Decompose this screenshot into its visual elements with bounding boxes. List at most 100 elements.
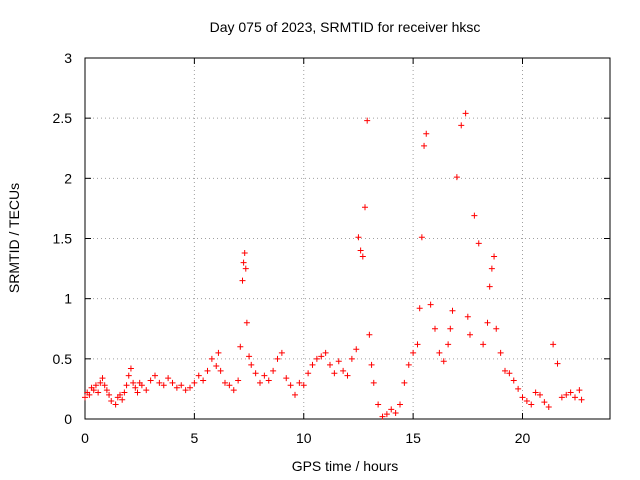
data-point xyxy=(436,349,443,356)
data-point xyxy=(182,387,189,394)
data-point xyxy=(243,319,250,326)
x-tick-label: 20 xyxy=(515,430,531,446)
data-point xyxy=(335,358,342,365)
data-point xyxy=(86,391,93,398)
data-point xyxy=(265,377,272,384)
data-point xyxy=(217,367,224,374)
x-tick-label: 10 xyxy=(296,430,312,446)
axis-ticks xyxy=(84,57,610,420)
data-point xyxy=(134,389,141,396)
data-point xyxy=(397,401,403,408)
data-point xyxy=(117,391,123,398)
data-point xyxy=(138,382,145,389)
data-point xyxy=(447,325,454,332)
data-point xyxy=(432,325,438,332)
data-point xyxy=(318,353,325,360)
data-point xyxy=(355,234,362,241)
data-point xyxy=(235,377,242,384)
data-point xyxy=(532,389,539,396)
data-point xyxy=(510,377,517,384)
data-point xyxy=(401,379,408,386)
data-point xyxy=(130,379,137,386)
data-point xyxy=(257,379,263,386)
data-point xyxy=(340,367,347,374)
data-point xyxy=(283,375,290,382)
data-point xyxy=(488,265,495,272)
data-point xyxy=(178,382,185,389)
data-point xyxy=(519,394,526,401)
data-point xyxy=(545,403,552,410)
data-point xyxy=(453,174,460,181)
data-point xyxy=(101,382,108,389)
data-point xyxy=(195,372,202,379)
data-point xyxy=(92,382,99,389)
data-point xyxy=(491,253,498,260)
data-point xyxy=(364,117,371,124)
data-point xyxy=(160,382,167,389)
data-point xyxy=(300,382,307,389)
data-point xyxy=(97,379,104,386)
data-point xyxy=(353,346,360,353)
data-point xyxy=(445,341,452,348)
plot-frame xyxy=(84,57,611,420)
data-point xyxy=(239,277,246,284)
data-point xyxy=(449,307,456,314)
data-point xyxy=(550,341,557,348)
data-point xyxy=(423,130,430,137)
x-tick-label: 5 xyxy=(190,430,198,446)
data-point xyxy=(392,409,399,416)
data-point xyxy=(418,234,425,241)
data-point xyxy=(331,370,338,377)
data-point xyxy=(309,361,316,368)
data-point xyxy=(528,401,535,408)
data-point xyxy=(541,399,548,406)
data-point xyxy=(292,391,298,398)
data-point xyxy=(287,382,294,389)
data-point xyxy=(462,110,469,117)
data-point xyxy=(112,401,119,408)
data-point xyxy=(368,361,375,368)
data-point xyxy=(143,387,150,394)
data-point xyxy=(366,331,373,338)
data-point xyxy=(563,391,570,398)
y-tick-labels: 0 0.5 1 1.5 2 2.5 3 xyxy=(53,50,73,427)
data-point xyxy=(230,387,237,394)
data-point xyxy=(370,379,377,386)
data-point xyxy=(493,325,500,332)
data-point xyxy=(241,249,248,256)
data-point xyxy=(248,361,255,368)
data-point xyxy=(578,396,585,403)
data-points xyxy=(82,110,585,420)
data-point xyxy=(127,365,134,372)
data-point xyxy=(497,349,504,356)
y-tick-label: 1 xyxy=(64,291,72,307)
data-point xyxy=(572,394,578,401)
data-point xyxy=(261,372,268,379)
data-point xyxy=(475,240,482,247)
data-point xyxy=(502,367,508,374)
data-point xyxy=(187,384,193,391)
data-point xyxy=(506,370,513,377)
data-point xyxy=(486,283,493,290)
data-point xyxy=(484,319,491,326)
data-point xyxy=(414,341,421,348)
data-point xyxy=(274,355,281,362)
data-point xyxy=(215,349,222,356)
data-point xyxy=(305,370,312,377)
data-point xyxy=(208,355,215,362)
data-point xyxy=(467,331,473,338)
data-point xyxy=(375,401,382,408)
gridlines xyxy=(85,58,610,419)
data-point xyxy=(103,387,110,394)
data-point xyxy=(165,375,172,382)
data-point xyxy=(357,247,364,254)
data-point xyxy=(296,379,303,386)
data-point xyxy=(125,372,132,379)
data-point xyxy=(576,387,583,394)
x-axis-label: GPS time / hours xyxy=(292,458,399,474)
data-point xyxy=(82,394,88,401)
y-tick-label: 3 xyxy=(64,50,72,66)
data-point xyxy=(156,379,163,386)
data-point xyxy=(515,385,522,392)
